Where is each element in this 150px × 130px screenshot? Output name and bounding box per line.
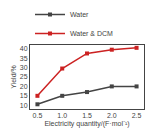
svg-text:Electricity quantity/(F·mol⁻¹): Electricity quantity/(F·mol⁻¹) [44, 120, 129, 128]
svg-text:30: 30 [20, 64, 28, 71]
svg-text:15: 15 [20, 92, 28, 99]
svg-text:25: 25 [20, 73, 28, 80]
svg-text:10: 10 [20, 102, 28, 109]
svg-text:1.0: 1.0 [57, 112, 67, 119]
svg-text:Water & DCM: Water & DCM [70, 30, 113, 37]
svg-text:35: 35 [20, 55, 28, 62]
svg-text:0.5: 0.5 [33, 112, 43, 119]
svg-text:1.5: 1.5 [82, 112, 92, 119]
svg-text:2.0: 2.0 [107, 112, 117, 119]
svg-text:40: 40 [20, 45, 28, 52]
svg-text:Water: Water [70, 11, 89, 18]
svg-text:2.5: 2.5 [132, 112, 142, 119]
svg-text:20: 20 [20, 83, 28, 90]
svg-text:Yield/%: Yield/% [10, 65, 17, 88]
